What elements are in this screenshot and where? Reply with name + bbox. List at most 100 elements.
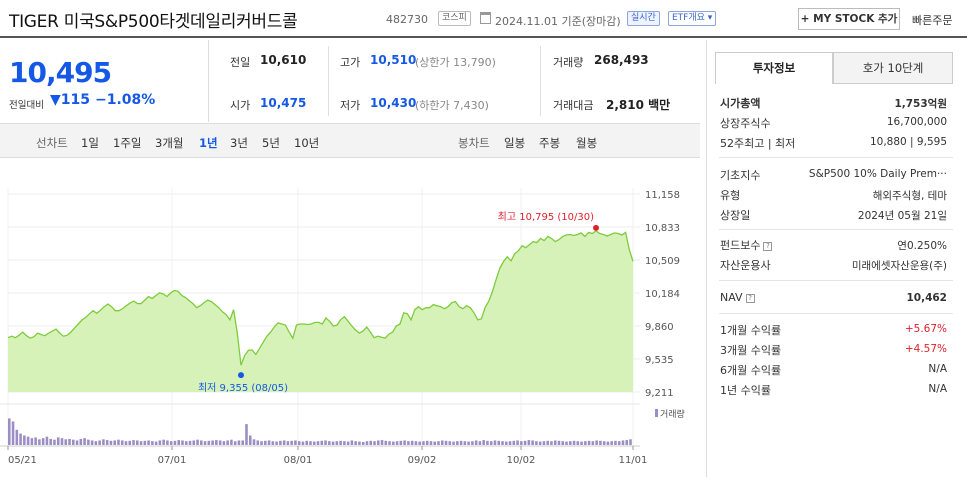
volume-bar <box>557 440 561 445</box>
volume-bar <box>471 441 474 445</box>
x-tick-label: 07/01 <box>158 455 187 466</box>
volume-bar <box>169 441 173 445</box>
volume-bar <box>45 436 49 445</box>
volume-bar <box>512 440 516 445</box>
y-tick-label: 9,535 <box>645 355 674 366</box>
tab-order-book[interactable]: 호가 10단계 <box>833 52 953 84</box>
volume-bar <box>215 440 218 445</box>
line-chart-label: 선차트 <box>36 136 68 150</box>
candle-weekly[interactable]: 주봉 <box>539 136 561 150</box>
volume-bar <box>463 441 467 445</box>
volume-bar <box>599 440 602 445</box>
info-icon[interactable]: ? <box>763 241 773 251</box>
volume-bar <box>418 441 421 445</box>
volume-bar <box>629 439 632 445</box>
volume-bar <box>516 440 519 445</box>
volume-bar <box>305 440 309 445</box>
volume-bar <box>87 439 90 445</box>
volume-bar <box>301 441 305 445</box>
low-label: 저가 <box>340 99 361 112</box>
volume-bar <box>23 435 26 445</box>
volume-bar <box>354 441 357 445</box>
info-icon[interactable]: ? <box>745 293 755 303</box>
amount-value: 2,810 백만 <box>606 98 671 112</box>
volume-bar <box>166 440 169 445</box>
volume-bar <box>343 441 346 445</box>
volume-bar <box>501 441 504 445</box>
volume-bar <box>226 440 229 445</box>
volume-bar <box>60 438 64 445</box>
period-3y[interactable]: 3년 <box>230 136 248 150</box>
x-tick-label: 10/02 <box>507 455 536 466</box>
volume-bar <box>433 441 437 445</box>
period-3m[interactable]: 3개월 <box>155 136 184 150</box>
volume-bar <box>621 440 625 445</box>
add-mystock-button[interactable]: + MY STOCK 추가 <box>798 8 900 30</box>
open-label: 시가 <box>230 99 251 112</box>
volume-bar <box>440 440 444 445</box>
candle-monthly[interactable]: 월봉 <box>576 136 598 150</box>
candle-daily[interactable]: 일봉 <box>504 136 526 150</box>
volume-bar <box>399 440 403 445</box>
volume-bar <box>444 440 448 445</box>
volume-bar <box>297 441 301 445</box>
volume-legend-label: 거래량 <box>660 408 685 420</box>
volume-bar <box>538 441 542 445</box>
period-1d[interactable]: 1일 <box>81 136 99 150</box>
volume-bar <box>425 440 429 445</box>
volume-bar <box>151 441 154 445</box>
quick-order-button[interactable]: 빠른주문 <box>912 14 953 27</box>
fee-label: 펀드보수? <box>720 237 773 253</box>
period-1w[interactable]: 1주일 <box>113 136 142 150</box>
investment-info-panel: 투자정보 호가 10단계 시가총액 1,753억원 상장주식수 16,700,0… <box>706 40 967 477</box>
volume-bar <box>120 440 124 445</box>
volume-bar <box>350 440 354 445</box>
volume-bar <box>610 441 613 445</box>
volume-bar <box>94 441 98 445</box>
volume-bar <box>493 440 497 445</box>
volume-bar <box>252 439 256 445</box>
manager-value: 미래에셋자산운용(주) <box>851 260 947 272</box>
volume-bar <box>264 440 267 445</box>
period-5y[interactable]: 5년 <box>262 136 280 150</box>
volume-bar <box>486 440 489 445</box>
volume-bar <box>282 440 286 445</box>
tab-investment-info[interactable]: 투자정보 <box>715 52 833 84</box>
volume-bar <box>365 441 369 445</box>
volume-bar <box>136 440 139 445</box>
volume-bar <box>245 424 248 445</box>
etf-overview-dropdown[interactable]: ETF개요 ▾ <box>668 11 717 26</box>
volume-bar <box>414 441 418 445</box>
volume-bar <box>75 440 79 445</box>
price-chart[interactable]: 11,158 10,833 10,509 10,184 9,860 9,535 9,211 최… <box>0 178 700 477</box>
volume-bar <box>139 441 143 445</box>
period-10y[interactable]: 10년 <box>294 136 320 150</box>
volume-bar <box>267 440 271 445</box>
volume-bar <box>309 441 312 445</box>
price-area <box>8 230 633 392</box>
volume-bar <box>606 441 610 445</box>
volume-bar <box>275 441 278 445</box>
stock-header: TIGER 미국S&P500타겟데일리커버드콜 482730 코스피 2024.… <box>0 0 967 38</box>
volume-bar <box>580 441 583 445</box>
calendar-icon <box>480 12 491 24</box>
volume-bar <box>489 441 493 445</box>
x-tick-label: 05/21 <box>8 455 37 466</box>
volume-bar <box>30 438 34 445</box>
realtime-button[interactable]: 실시간 <box>627 11 660 26</box>
index-value: S&P500 10% Daily Prem··· <box>808 168 947 180</box>
volume-bar <box>614 440 617 445</box>
volume-bar <box>561 441 565 445</box>
stats-divider <box>540 46 541 116</box>
market-cap-value: 1,753억원 <box>894 98 947 110</box>
volume-bar <box>531 440 534 445</box>
stats-divider <box>328 46 329 116</box>
week52-label: 52주최고 | 최저 <box>720 137 796 150</box>
lower-limit: (하한가 7,430) <box>415 99 489 112</box>
volume-bar <box>98 440 101 445</box>
volume-bar <box>324 440 327 445</box>
volume-bar <box>403 440 406 445</box>
listing-date-label: 상장일 <box>720 209 751 222</box>
stock-name: TIGER 미국S&P500타겟데일리커버드콜 <box>9 12 298 32</box>
period-1y[interactable]: 1년 <box>199 136 218 150</box>
